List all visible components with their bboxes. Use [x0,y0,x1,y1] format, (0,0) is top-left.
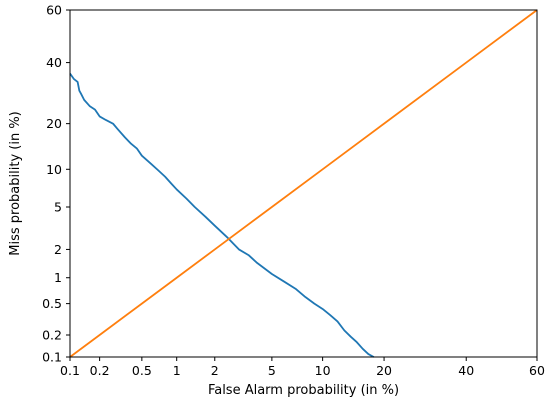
x-tick-label: 2 [211,363,219,378]
y-tick-label: 10 [46,162,62,177]
series-lines [69,9,538,358]
series-line-2 [69,9,538,358]
x-tick-label: 20 [376,363,392,378]
x-tick-label: 1 [173,363,181,378]
series-line-1 [69,72,375,358]
x-tick-label: 5 [268,363,276,378]
x-tick-label: 0.2 [90,363,110,378]
y-tick-label: 0.1 [42,350,62,365]
y-tick-label: 0.2 [42,327,62,342]
x-tick-label: 40 [458,363,474,378]
x-axis-ticks: 0.1 0.2 0.5 1 2 5 10 20 40 60 [60,357,545,378]
x-axis-label: False Alarm probability (in %) [208,383,399,398]
x-tick-label: 0.1 [60,363,80,378]
y-axis-ticks: 0.1 0.2 0.5 1 2 5 10 20 40 60 [42,3,70,365]
y-tick-label: 1 [54,270,62,285]
x-tick-label: 10 [315,363,331,378]
axes-border [69,9,538,358]
y-tick-label: 60 [46,3,62,18]
y-tick-label: 5 [54,199,62,214]
x-tick-label: 0.5 [132,363,152,378]
y-axis-label: Miss probability (in %) [8,111,23,255]
y-tick-label: 20 [46,116,62,131]
y-tick-label: 2 [54,242,62,257]
axes-frame [69,9,538,358]
y-tick-label: 40 [46,55,62,70]
x-tick-label: 60 [529,363,545,378]
y-tick-label: 0.5 [42,296,62,311]
